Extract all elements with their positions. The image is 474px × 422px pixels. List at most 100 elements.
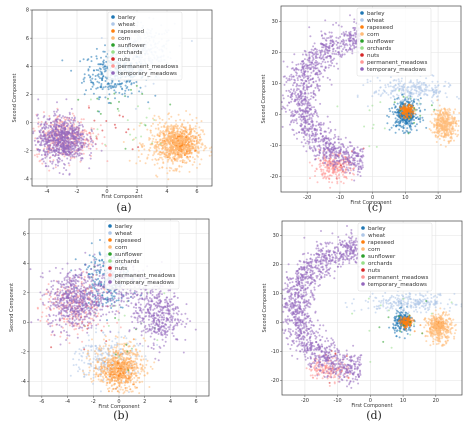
point [141,143,144,145]
point [80,118,83,121]
point [154,141,157,144]
point [409,93,412,96]
point [413,112,416,115]
y-axis-label: Second Component [12,73,18,122]
point [137,149,140,152]
point [168,169,171,172]
point [394,117,397,120]
point [64,133,66,136]
point [194,150,197,153]
point [324,61,327,64]
point [425,126,428,129]
point [413,86,416,89]
point [166,137,169,140]
point [439,115,441,118]
point [94,78,97,81]
point [102,50,105,53]
point [101,88,104,91]
point [57,151,60,154]
point [72,121,75,124]
point [413,119,415,121]
point [446,116,449,119]
point [163,141,166,144]
point [386,122,389,125]
point [343,44,346,47]
point [107,97,109,100]
point [387,83,389,86]
point [69,152,72,155]
point [376,76,379,79]
point [430,87,433,90]
point [455,125,457,127]
point [90,88,92,91]
point [439,123,442,126]
point [46,141,49,144]
point [169,147,172,150]
point [27,132,29,134]
point [47,139,50,142]
point [309,136,311,139]
point [321,34,323,37]
point [47,165,50,168]
point [325,157,328,160]
point [173,155,176,158]
point [124,147,127,150]
point [180,165,183,168]
point [137,5,139,7]
point [177,147,180,150]
point [158,147,161,150]
point [202,130,204,133]
point [39,159,42,162]
point [76,131,79,134]
point [331,181,334,184]
point [418,102,421,105]
point [112,86,115,89]
point [212,146,214,148]
point [349,45,352,47]
point [424,86,427,89]
point [333,52,336,55]
point [105,60,108,63]
point [79,124,81,127]
point [93,119,96,122]
point [356,146,359,149]
point [58,124,61,127]
point [128,80,131,83]
point [315,120,318,123]
point [352,27,355,29]
point [110,82,113,85]
point [443,139,446,142]
point [316,181,319,184]
legend-marker [111,43,115,47]
point [58,134,61,137]
point [58,115,61,118]
point [158,134,161,137]
point [99,96,102,99]
point [164,148,167,151]
point [181,159,184,162]
point [402,121,404,124]
point [183,161,186,164]
point [403,86,406,88]
point [163,126,166,129]
point [175,127,178,130]
point [442,85,445,88]
point [171,145,174,148]
point [92,83,95,86]
point [315,48,318,51]
point [195,132,198,135]
point [53,137,56,140]
point [82,125,84,128]
point [423,90,426,93]
point [428,84,431,87]
point [304,142,307,145]
point [368,145,371,148]
point [396,102,399,105]
point [187,146,190,149]
point [60,116,63,119]
point [409,79,412,82]
point [389,76,392,79]
point [88,132,90,135]
point [80,159,83,162]
point [457,119,460,122]
